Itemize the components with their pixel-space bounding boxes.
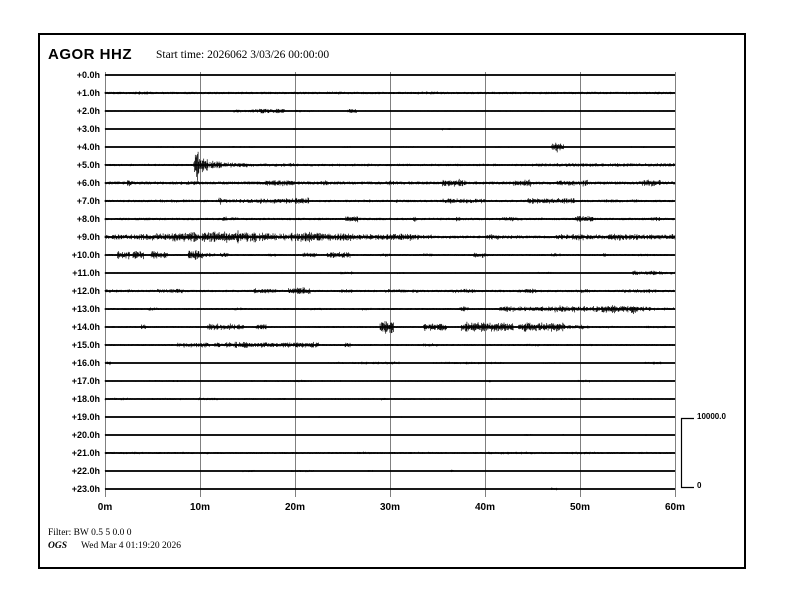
x-tick-label: 60m — [664, 502, 685, 513]
x-tick-label: 40m — [474, 502, 495, 513]
start-time-label: Start time: 2026062 3/03/26 00:00:00 — [156, 49, 330, 61]
row-label: +11.0h — [72, 268, 100, 278]
row-label: +15.0h — [71, 340, 100, 350]
row-label: +9.0h — [76, 232, 100, 242]
row-label: +4.0h — [76, 142, 100, 152]
scale-min-label: 0 — [697, 481, 702, 490]
row-label: +21.0h — [71, 448, 100, 458]
x-tick-label: 0m — [97, 502, 113, 513]
row-label: +14.0h — [71, 322, 100, 332]
generated-timestamp: Wed Mar 4 01:19:20 2026 — [81, 541, 182, 551]
row-label: +10.0h — [71, 250, 100, 260]
row-label: +23.0h — [71, 484, 100, 494]
row-label: +17.0h — [71, 376, 100, 386]
credit-line: OGS Wed Mar 4 01:19:20 2026 — [48, 541, 181, 551]
filter-label: Filter: BW 0.5 5 0.0 0 — [48, 528, 132, 538]
scale-max-label: 10000.0 — [697, 412, 726, 421]
row-label: +0.0h — [76, 70, 100, 80]
row-label: +18.0h — [71, 394, 100, 404]
x-tick-label: 50m — [569, 502, 590, 513]
x-tick-label: 30m — [379, 502, 400, 513]
row-label: +16.0h — [71, 358, 100, 368]
row-label: +6.0h — [76, 178, 100, 188]
row-label: +2.0h — [76, 106, 100, 116]
row-label: +13.0h — [71, 304, 100, 314]
row-label: +12.0h — [71, 286, 100, 296]
row-label: +22.0h — [71, 466, 100, 476]
row-label: +5.0h — [76, 160, 100, 170]
agency-label: OGS — [48, 541, 68, 551]
row-label: +8.0h — [76, 214, 100, 224]
row-label: +3.0h — [76, 124, 100, 134]
x-tick-label: 20m — [284, 502, 305, 513]
row-label: +1.0h — [76, 88, 100, 98]
row-label: +20.0h — [71, 430, 100, 440]
x-tick-label: 10m — [189, 502, 210, 513]
row-label: +7.0h — [76, 196, 100, 206]
station-title: AGOR HHZ — [48, 46, 132, 63]
row-label: +19.0h — [71, 412, 100, 422]
